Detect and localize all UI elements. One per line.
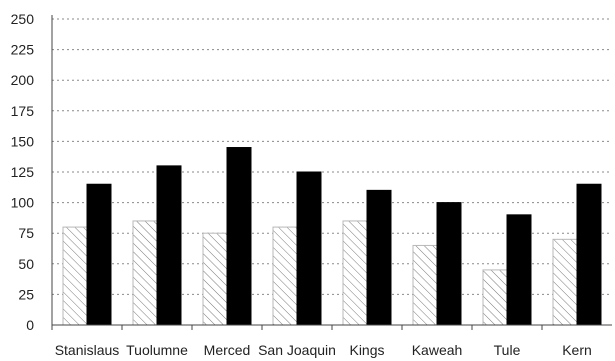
y-tick-label: 75 [18, 225, 34, 241]
y-tick-label: 125 [11, 164, 35, 180]
bar-series-1 [342, 220, 368, 326]
y-axis-ticks: 0 25 50 75 100 125 150 175 200 225 250 [11, 11, 35, 333]
bar-series-1 [482, 269, 508, 326]
bar-series-1 [62, 226, 88, 326]
x-tick-label: Tule [494, 342, 521, 358]
y-tick-label: 200 [11, 72, 35, 88]
x-tick-label: Kern [562, 342, 592, 358]
x-axis-labels: Stanislaus Tuolumne Merced San Joaquin Kings… [55, 342, 592, 358]
bar-series-2 [296, 171, 322, 326]
y-tick-label: 250 [11, 11, 35, 27]
y-tick-label: 0 [26, 317, 34, 333]
y-tick-label: 50 [18, 256, 34, 272]
axes [51, 15, 612, 330]
x-tick-label: San Joaquin [258, 342, 336, 358]
bar-series-1 [552, 238, 578, 326]
bar-series-2 [366, 189, 392, 326]
bar-series-2 [576, 183, 602, 326]
bar-series-2 [156, 165, 182, 326]
bar-series-1 [272, 226, 298, 326]
bars [62, 147, 602, 326]
x-tick-label: Merced [204, 342, 251, 358]
y-tick-label: 225 [11, 42, 35, 58]
bar-series-1 [202, 232, 228, 326]
bar-series-2 [436, 202, 462, 326]
x-tick-label: Kaweah [412, 342, 463, 358]
x-tick-label: Kings [349, 342, 384, 358]
x-tick-label: Tuolumne [126, 342, 188, 358]
y-tick-label: 25 [18, 286, 34, 302]
y-tick-label: 100 [11, 195, 35, 211]
y-tick-label: 175 [11, 103, 35, 119]
bar-series-2 [506, 214, 532, 326]
bar-series-2 [86, 183, 112, 326]
bar-series-1 [412, 244, 438, 326]
x-tick-label: Stanislaus [55, 342, 120, 358]
bar-series-1 [132, 220, 158, 326]
y-tick-label: 150 [11, 133, 35, 149]
bar-series-2 [226, 147, 252, 326]
